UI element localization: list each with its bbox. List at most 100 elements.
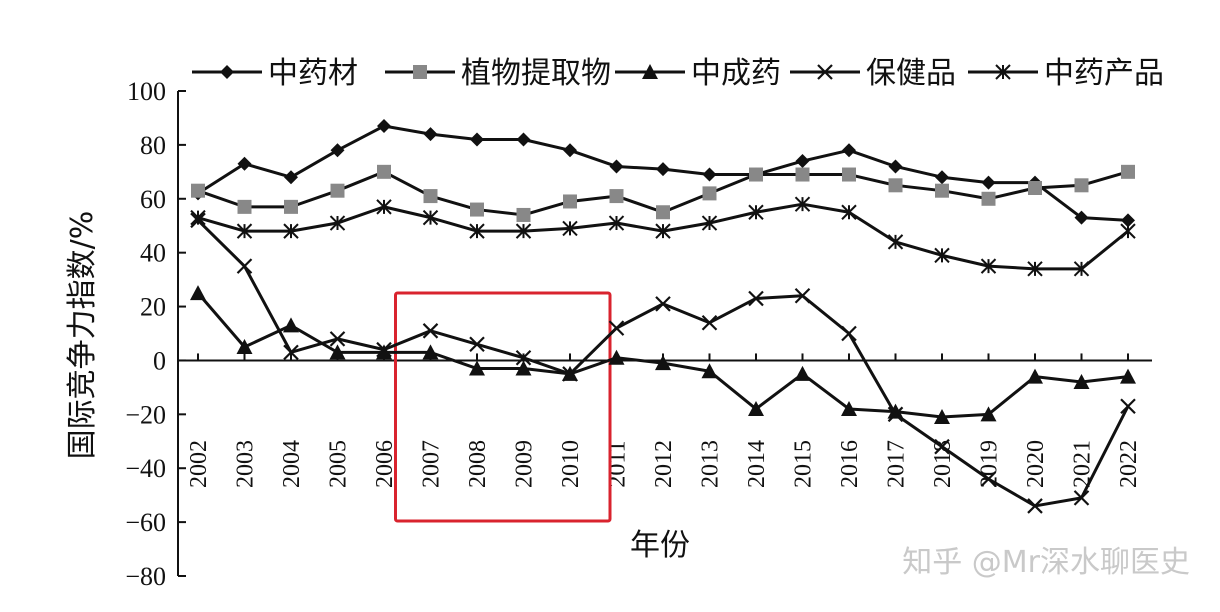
x-tick-label: 2014 bbox=[744, 440, 770, 488]
square-marker bbox=[981, 191, 996, 206]
square-marker bbox=[563, 194, 577, 209]
x-tick-label: 2017 bbox=[884, 440, 910, 488]
x-marker bbox=[562, 366, 578, 382]
x-marker bbox=[329, 331, 346, 347]
x-tick-label: 2006 bbox=[372, 440, 398, 488]
square-marker bbox=[1028, 181, 1042, 195]
series-5 bbox=[190, 196, 1136, 277]
triangle-marker bbox=[642, 64, 658, 79]
x-marker bbox=[283, 344, 299, 361]
triangle-marker bbox=[190, 285, 206, 301]
diamond-marker bbox=[377, 119, 391, 134]
triangle-marker bbox=[980, 406, 997, 422]
triangle-marker bbox=[841, 400, 857, 416]
series-layer bbox=[190, 119, 1136, 514]
square-marker bbox=[516, 207, 531, 222]
triangle-marker bbox=[469, 360, 485, 376]
diamond-marker bbox=[423, 127, 438, 142]
diamond-marker bbox=[330, 143, 345, 158]
y-tick-label: 20 bbox=[140, 293, 166, 322]
triangle-marker bbox=[608, 349, 625, 365]
star-marker bbox=[562, 220, 578, 237]
x-marker bbox=[887, 406, 904, 423]
watermark-text: 知乎 @Mr深水聊医史 bbox=[902, 545, 1190, 580]
triangle-marker bbox=[1073, 374, 1090, 389]
star-marker bbox=[980, 258, 997, 274]
x-marker bbox=[841, 325, 857, 342]
diamond-marker bbox=[656, 162, 670, 177]
star-marker bbox=[422, 209, 439, 226]
x-tick-label: 2010 bbox=[558, 440, 584, 488]
star-marker bbox=[1120, 223, 1136, 239]
triangle-marker bbox=[701, 363, 718, 379]
x-tick-label: 2002 bbox=[186, 440, 212, 488]
x-tick-label: 2003 bbox=[233, 440, 259, 488]
square-marker bbox=[377, 164, 391, 179]
y-tick-label: 60 bbox=[140, 185, 166, 214]
square-marker bbox=[413, 65, 427, 79]
star-marker bbox=[934, 247, 950, 264]
legend-item-1: 中药材 bbox=[192, 56, 358, 91]
star-marker bbox=[841, 204, 857, 220]
x-marker bbox=[817, 64, 833, 80]
x-marker bbox=[701, 314, 718, 331]
star-marker bbox=[608, 215, 625, 231]
x-marker bbox=[1073, 490, 1090, 506]
legend-item-4: 保健品 bbox=[790, 56, 956, 91]
square-marker bbox=[935, 183, 949, 198]
legend: 中药材 植物提取物 中成药 保健品 中药产品 bbox=[192, 56, 1164, 91]
x-tick-label: 2007 bbox=[419, 440, 445, 488]
square-marker bbox=[470, 202, 484, 217]
star-marker bbox=[748, 204, 764, 220]
triangle-marker bbox=[1027, 368, 1043, 384]
x-marker bbox=[236, 258, 253, 274]
square-marker bbox=[423, 189, 438, 204]
square-marker bbox=[702, 186, 717, 201]
y-tick-label: −20 bbox=[125, 400, 166, 429]
legend-item-5: 中药产品 bbox=[968, 56, 1164, 91]
square-marker bbox=[842, 167, 856, 182]
star-marker bbox=[376, 199, 392, 215]
triangle-marker bbox=[934, 409, 950, 425]
x-marker bbox=[469, 336, 485, 353]
x-marker bbox=[655, 296, 671, 312]
square-marker bbox=[656, 205, 670, 220]
square-marker bbox=[284, 199, 298, 214]
square-marker bbox=[609, 189, 624, 204]
triangle-marker bbox=[236, 338, 253, 354]
x-marker bbox=[515, 349, 532, 366]
diamond-marker bbox=[516, 132, 531, 147]
legend-label: 中药材 bbox=[268, 56, 358, 91]
y-tick-label: −40 bbox=[125, 454, 166, 483]
square-marker bbox=[330, 183, 345, 198]
star-marker bbox=[887, 234, 904, 250]
legend-label: 保健品 bbox=[866, 56, 956, 91]
star-marker bbox=[283, 223, 299, 239]
diamond-marker bbox=[563, 143, 577, 158]
legend-label: 中药产品 bbox=[1044, 56, 1164, 91]
diamond-marker bbox=[842, 143, 856, 158]
x-tick-label: 2013 bbox=[698, 440, 724, 488]
star-marker bbox=[701, 215, 718, 231]
y-tick-label: −60 bbox=[125, 508, 166, 537]
diamond-marker bbox=[609, 159, 624, 174]
highlight-layer bbox=[394, 291, 612, 523]
x-tick-label: 2004 bbox=[279, 440, 305, 488]
diamond-marker bbox=[702, 167, 717, 182]
diamond-marker bbox=[888, 159, 903, 174]
star-marker bbox=[469, 223, 485, 239]
square-marker bbox=[237, 199, 252, 214]
y-axis-title: 国际竞争力指数/% bbox=[65, 211, 100, 460]
diamond-marker bbox=[981, 175, 996, 190]
legend-item-3: 中成药 bbox=[615, 56, 781, 91]
star-marker bbox=[236, 223, 253, 239]
triangle-marker bbox=[376, 344, 392, 360]
diamond-marker bbox=[1074, 210, 1089, 225]
diamond-marker bbox=[237, 156, 252, 171]
star-marker bbox=[515, 223, 532, 239]
triangle-marker bbox=[794, 365, 811, 381]
star-marker bbox=[190, 209, 206, 226]
square-marker bbox=[1121, 164, 1135, 179]
triangle-marker bbox=[887, 403, 904, 419]
legend-label: 植物提取物 bbox=[461, 56, 611, 91]
